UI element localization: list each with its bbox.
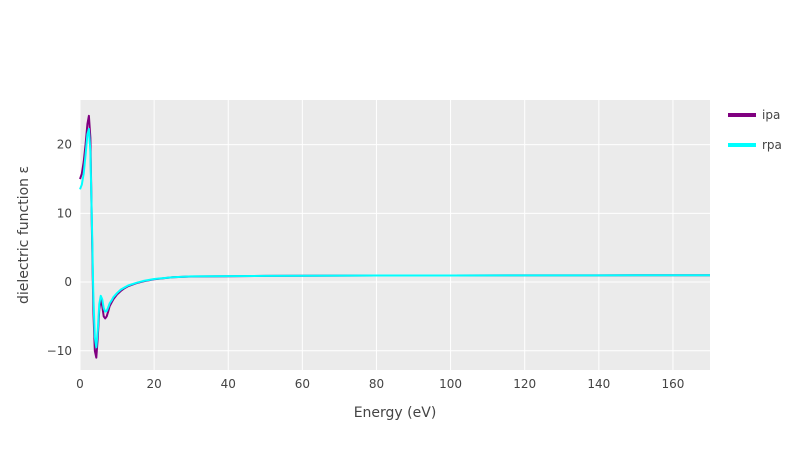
y-tick-label: 20 <box>57 138 72 152</box>
grid-layer <box>79 100 710 370</box>
legend-label-ipa: ipa <box>762 108 780 122</box>
x-tick-label: 160 <box>661 377 684 391</box>
x-tick-label: 60 <box>295 377 310 391</box>
x-tick-label: 80 <box>369 377 384 391</box>
plot-area <box>80 100 710 370</box>
legend: ipa rpa <box>728 108 782 152</box>
x-tick-label: 120 <box>513 377 536 391</box>
x-tick-label: 20 <box>146 377 161 391</box>
x-tick-label: 100 <box>439 377 462 391</box>
x-tick-label: 140 <box>587 377 610 391</box>
tick-labels: 0 20 40 60 80 100 120 140 160 −10 0 10 20 <box>47 138 685 391</box>
y-tick-label: 10 <box>57 206 72 220</box>
x-tick-label: 0 <box>76 377 84 391</box>
y-tick-label: 0 <box>64 275 72 289</box>
y-axis-title: dielectric function ε <box>16 166 32 304</box>
x-tick-label: 40 <box>221 377 236 391</box>
series-line-rpa <box>79 127 711 349</box>
y-tick-label: −10 <box>47 344 72 358</box>
legend-label-rpa: rpa <box>762 138 782 152</box>
series-layer <box>79 114 711 359</box>
x-axis-title: Energy (eV) <box>354 405 437 421</box>
